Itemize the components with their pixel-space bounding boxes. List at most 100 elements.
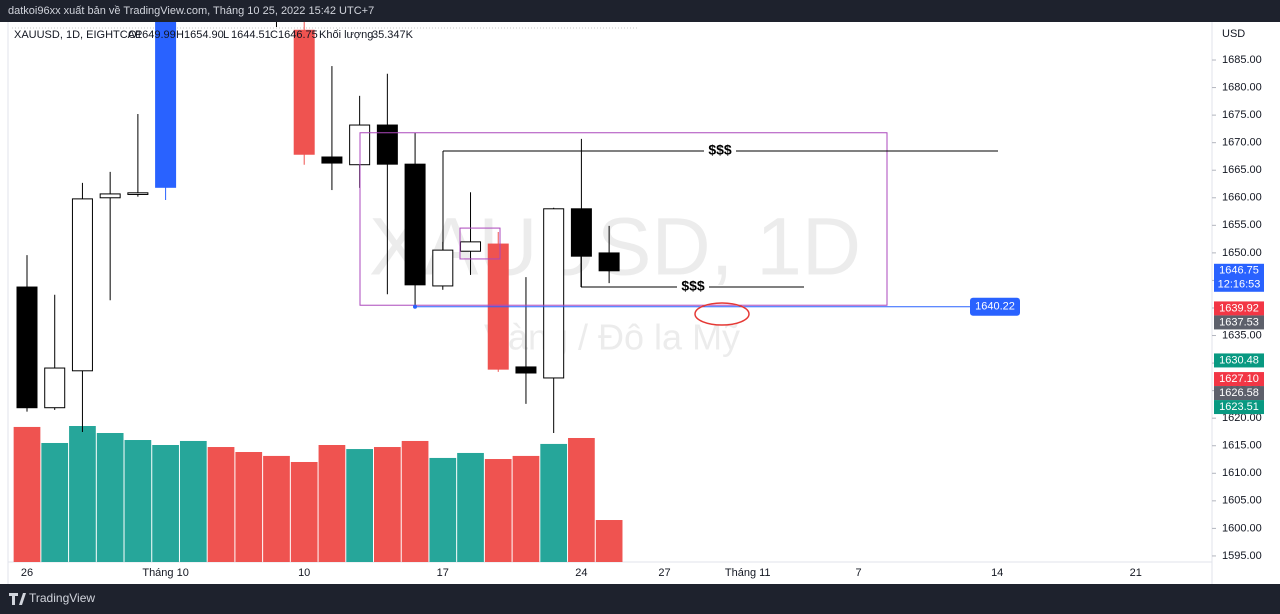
watermark-sub: Vàng / Đô la Mỹ [484,317,740,358]
legend-field-name: O [128,29,137,41]
small-zone [459,227,501,260]
footer-text: TradingView [29,591,95,605]
x-tick-label: 14 [991,567,1003,579]
y-tick-label: 1595.00 [1222,550,1262,562]
line-anchor [413,304,417,309]
y-tick-label: 1650.00 [1222,247,1262,259]
liquidity-label-bg [704,142,736,159]
x-tick-label: Tháng 11 [725,567,771,579]
y-tick-label: 1605.00 [1222,495,1262,507]
price-badge-label: 1623.51 [1219,401,1259,413]
volume-bar [595,520,623,562]
liquidity-label-bg [677,279,709,296]
legend-field-name: H [176,29,184,41]
x-tick-label: 24 [575,567,587,579]
hline-label: 1640.22 [975,301,1015,313]
y-tick-label: 1660.00 [1222,192,1262,204]
price-badge [1214,372,1264,387]
logo [9,593,26,605]
volume-bar [401,440,429,562]
volume-bar [290,461,318,562]
candle-body [543,208,565,379]
price-badge [1214,386,1264,401]
candle-body [404,163,426,286]
y-tick-label: 1635.00 [1222,329,1262,341]
volume-bar [179,440,207,562]
price-badge-label: 1630.48 [1219,354,1259,366]
legend-field-value: 1654.90 [184,29,224,41]
zone [359,132,888,306]
currency-label: USD [1222,28,1245,40]
volume-bar [263,455,290,562]
candle-body [598,252,620,272]
volume-bar [152,445,179,562]
legend-volume-value: 35.347K [372,29,414,41]
candle-body [460,241,482,252]
volume-bar [540,443,568,562]
volume-bar [374,447,401,562]
legend-field-name: C [270,29,278,41]
y-tick-label: 1665.00 [1222,164,1262,176]
volume-bar [96,433,124,562]
hline-label-box [970,297,1020,316]
header-bar [0,0,1280,22]
liquidity-label: $$$ [681,278,705,294]
volume-bar [207,447,235,562]
y-tick-label: 1655.00 [1222,219,1262,231]
y-tick-label: 1675.00 [1222,109,1262,121]
candle-body [515,366,537,374]
highlight-circle [694,302,750,326]
y-tick-label: 1685.00 [1222,54,1262,66]
volume-bar [429,457,457,562]
candle-body [127,192,149,195]
price-badge [1214,353,1264,368]
plot-area [13,22,998,562]
candle-body [570,208,592,257]
candle-body [321,156,343,164]
legend-volume-name: Khối lượng [319,29,373,41]
volume-bar [457,452,484,562]
price-badge-label: 1626.58 [1219,387,1259,399]
legend-field-value: 1644.51 [231,29,271,41]
volume-bar [41,442,69,562]
legend-field-value: 1646.75 [278,29,318,41]
footer-bar [0,584,1280,614]
volume-bar [235,452,263,562]
price-badge [1214,400,1264,415]
price-badge [1214,315,1264,330]
header-text: datkoi96xx xuất bản về TradingView.com, … [8,5,374,17]
candle-body [71,198,93,372]
legend-field-name: L [223,29,229,41]
volume-bar [484,459,512,562]
x-tick-label: Tháng 10 [142,567,188,579]
x-tick-label: 27 [658,567,670,579]
x-tick-label: 10 [298,567,310,579]
price-badge-label: 1637.53 [1219,316,1259,328]
candle-body [44,367,66,409]
legend-symbol: XAUUSD, 1D, EIGHTCAP [14,29,142,41]
price-badge [1214,301,1264,316]
candle-body [376,124,398,165]
candle-body [155,22,177,188]
y-tick-label: 1620.00 [1222,412,1262,424]
y-tick-label: 1680.00 [1222,81,1262,93]
volume-bar [346,449,373,562]
y-tick-label: 1670.00 [1222,137,1262,149]
price-badge-label: 1639.92 [1219,302,1259,314]
price-badge [1214,263,1264,292]
x-tick-label: 21 [1130,567,1142,579]
volume-bar [512,455,540,562]
x-tick-label: 7 [856,567,862,579]
x-tick-label: 26 [21,567,33,579]
candle-body [16,286,38,409]
volume-bar [568,437,595,562]
y-tick-label: 1600.00 [1222,522,1262,534]
y-tick-label: 1610.00 [1222,467,1262,479]
volume-bar [13,426,41,562]
candle-body [432,249,454,287]
volume-bar [69,426,96,562]
volume-bar [124,440,152,562]
y-tick-label: 1615.00 [1222,440,1262,452]
candle-body [293,29,315,155]
